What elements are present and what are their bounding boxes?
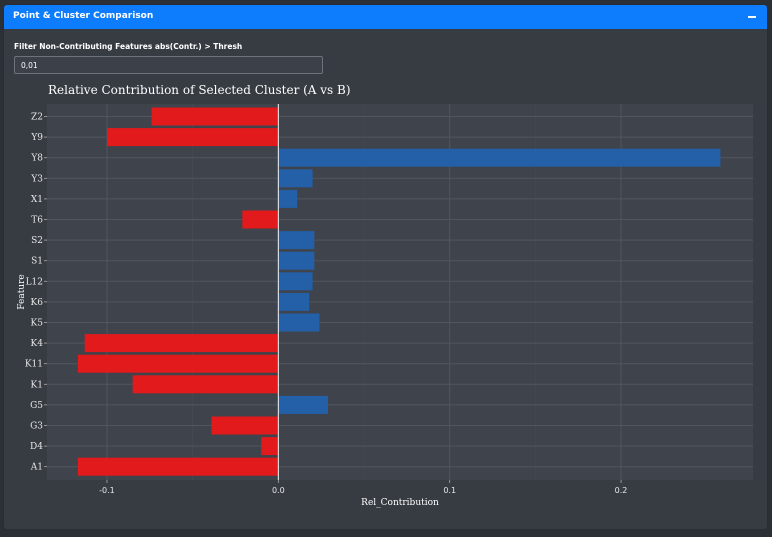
y-tick-labels: Z2 Y9 Y8 Y3 X1 T6 S2 S1 L12 K6 K5 K4 K11 K1 G5 G3 D4 A1 (25, 113, 47, 473)
x-tick-label: 0.2 (615, 486, 628, 495)
x-tick-label: 0.1 (443, 486, 456, 495)
bar-d4 (261, 437, 279, 456)
y-tick-label: K11 (25, 360, 43, 370)
y-tick-label: K5 (31, 319, 44, 329)
y-tick-label: X1 (31, 195, 43, 205)
bar-y3 (278, 169, 313, 188)
bar-k11 (77, 354, 279, 373)
bar-x1 (278, 189, 298, 208)
y-tick-label: G5 (30, 401, 43, 411)
threshold-input[interactable] (14, 56, 323, 74)
y-tick-label: Z2 (31, 113, 43, 123)
bar-k5 (278, 313, 320, 332)
bar-k4 (84, 334, 279, 353)
bar-s1 (278, 251, 315, 270)
chart-title: Relative Contribution of Selected Cluste… (48, 83, 351, 97)
y-tick-label: Y8 (30, 154, 43, 164)
x-tick-label: -0.1 (99, 486, 115, 495)
bar-y8 (278, 148, 721, 167)
bar-k1 (132, 375, 279, 394)
y-tick-label: A1 (30, 463, 43, 473)
bar-z2 (151, 107, 279, 126)
y-tick-label: K6 (31, 298, 44, 308)
bar-l12 (278, 272, 313, 291)
panel-title: Point & Cluster Comparison (13, 11, 154, 21)
y-tick-label: K4 (31, 339, 44, 349)
bar-y9 (106, 128, 279, 147)
y-tick-label: T6 (31, 216, 43, 226)
bar-g5 (278, 395, 329, 414)
y-tick-label: S1 (31, 257, 43, 267)
y-tick-label: Y9 (30, 133, 43, 143)
collapse-button[interactable] (745, 8, 761, 24)
bar-t6 (242, 210, 279, 229)
bar-g3 (211, 416, 279, 435)
minus-icon (748, 16, 756, 18)
y-tick-label: K1 (31, 380, 43, 390)
bars (77, 107, 721, 476)
bar-a1 (77, 457, 279, 476)
x-tick-labels: -0.1 0.0 0.1 0.2 (99, 480, 627, 495)
bar-s2 (278, 231, 315, 250)
y-tick-label: L12 (26, 277, 43, 287)
y-axis-label: Feature (17, 274, 27, 310)
y-tick-label: G3 (30, 422, 43, 432)
y-tick-label: Y3 (30, 174, 43, 184)
x-tick-label: 0.0 (272, 486, 285, 495)
filter-label: Filter Non-Contributing Features abs(Con… (14, 42, 243, 51)
y-tick-label: D4 (30, 442, 43, 452)
bar-k6 (278, 292, 310, 311)
y-tick-label: S2 (31, 236, 43, 246)
panel-header: Point & Cluster Comparison (4, 5, 767, 29)
x-axis-label: Rel_Contribution (361, 498, 439, 508)
